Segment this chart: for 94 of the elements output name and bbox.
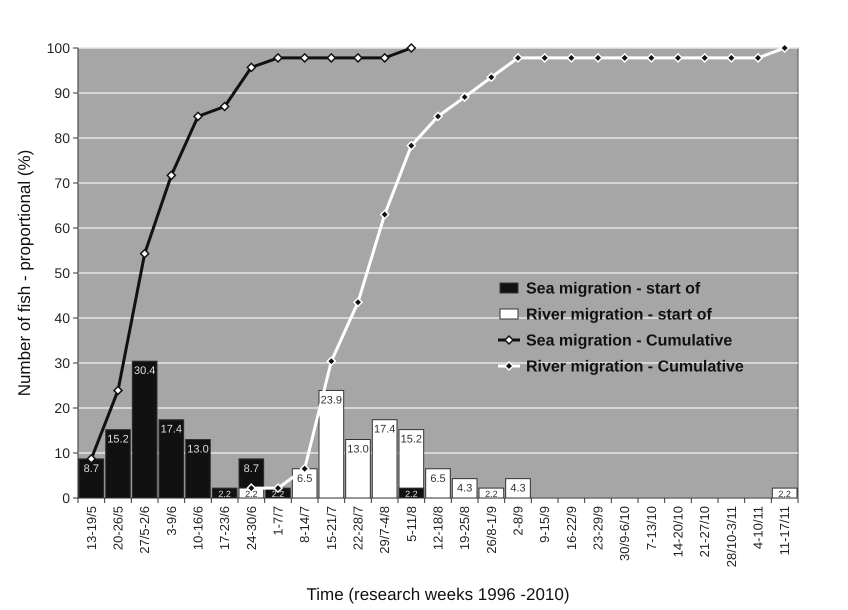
y-tick-label: 10 (54, 444, 70, 461)
point (300, 464, 310, 474)
y-tick-label: 0 (62, 490, 70, 506)
x-tick-label: 1-7/7 (270, 506, 286, 536)
point (566, 53, 576, 63)
point (220, 102, 230, 112)
legend-label: River migration - Cumulative (526, 358, 744, 376)
point (246, 62, 256, 72)
point (460, 92, 470, 102)
point (273, 53, 283, 63)
data-label: 17.4 (374, 424, 396, 436)
data-label: 6.5 (430, 472, 446, 485)
x-tick-label: 14-20/10 (670, 506, 686, 558)
x-tick-label: 11-17/11 (777, 506, 792, 556)
point (406, 140, 416, 150)
point (700, 53, 710, 63)
data-label: 30.4 (134, 365, 156, 378)
data-label: 2.2 (405, 489, 418, 499)
y-tick-label: 90 (54, 84, 70, 101)
legend-label: Sea migration - start of (526, 280, 701, 298)
y-tick-label: 20 (54, 400, 70, 416)
data-label: 2.2 (272, 489, 284, 499)
data-label: 2.2 (245, 489, 258, 499)
point (140, 248, 150, 258)
point (620, 53, 630, 63)
point (380, 210, 390, 220)
data-label: 15.2 (400, 434, 422, 446)
y-tick-label: 80 (54, 130, 70, 146)
x-tick-label: 20-26/5 (110, 506, 126, 550)
data-label: 23.9 (320, 394, 342, 406)
y-tick-label: 100 (46, 40, 70, 56)
data-label: 13.0 (347, 444, 369, 456)
x-tick-label: 24-30/6 (244, 506, 259, 550)
x-tick-label: 19-25/8 (457, 506, 472, 550)
point (486, 72, 496, 82)
point (113, 386, 123, 396)
point (353, 53, 363, 63)
x-tick-label: 3-9/6 (164, 506, 179, 536)
point (540, 53, 550, 63)
data-label: 2.2 (218, 489, 231, 499)
point (406, 43, 416, 53)
point (326, 356, 336, 366)
data-label: 15.2 (107, 434, 129, 446)
data-label: 17.4 (160, 424, 182, 436)
data-label: 13.0 (187, 444, 209, 456)
x-tick-label: 8-14/7 (297, 506, 312, 543)
point (726, 53, 736, 63)
x-tick-label: 16-22/9 (564, 506, 579, 550)
x-tick-label: 9-15/9 (537, 506, 552, 543)
point (593, 53, 603, 63)
point (326, 53, 336, 63)
y-tick-label: 70 (54, 174, 70, 191)
x-tick-label: 5-11/8 (404, 506, 419, 542)
point (646, 53, 656, 63)
point (753, 53, 763, 63)
point (673, 53, 683, 63)
data-label: 4.3 (457, 482, 472, 495)
point (300, 53, 310, 63)
x-tick-label: 2-8/9 (510, 506, 526, 536)
x-tick-label: 23-29/9 (590, 506, 606, 550)
y-tick-label: 50 (54, 264, 70, 281)
x-tick-label: 10-16/6 (190, 506, 206, 550)
x-tick-label: 29/7-4/8 (377, 506, 392, 554)
x-tick-label: 22-28/7 (350, 506, 366, 550)
y-tick-label: 40 (54, 310, 70, 326)
x-tick-label: 30/9-6/10 (617, 506, 632, 561)
x-tick-label: 12-18/8 (430, 506, 446, 550)
y-tick-label: 30 (54, 354, 70, 371)
point (380, 53, 390, 63)
point (513, 53, 523, 63)
x-axis-title: Time (research weeks 1996 -2010) (306, 585, 570, 604)
data-label: 4.3 (510, 482, 526, 495)
legend-label: River migration - start of (526, 306, 712, 324)
y-tick-label: 60 (54, 220, 70, 236)
x-tick-label: 21-27/10 (697, 506, 712, 558)
point (166, 170, 176, 180)
x-tick-label: 13-19/5 (84, 506, 99, 550)
x-tick-label: 7-13/10 (644, 506, 659, 550)
x-tick-label: 15-21/7 (324, 506, 339, 550)
x-tick-label: 17-23/6 (217, 506, 232, 550)
data-label: 6.5 (297, 472, 312, 485)
y-axis-title: Number of fish - proportional (%) (15, 150, 34, 396)
legend-label: Sea migration - Cumulative (526, 332, 732, 350)
x-tick-label: 4-10/11 (750, 506, 766, 550)
data-label: 2.2 (778, 489, 791, 499)
point (353, 298, 363, 307)
x-tick-label: 26/8-1/9 (484, 506, 499, 554)
point (433, 112, 443, 122)
x-tick-label: 28/10-3/11 (724, 506, 739, 568)
data-label: 8.7 (244, 462, 259, 475)
data-label: 2.2 (485, 489, 498, 499)
data-label: 8.7 (84, 462, 99, 475)
x-tick-label: 27/5-2/6 (137, 506, 152, 554)
point (193, 112, 203, 122)
